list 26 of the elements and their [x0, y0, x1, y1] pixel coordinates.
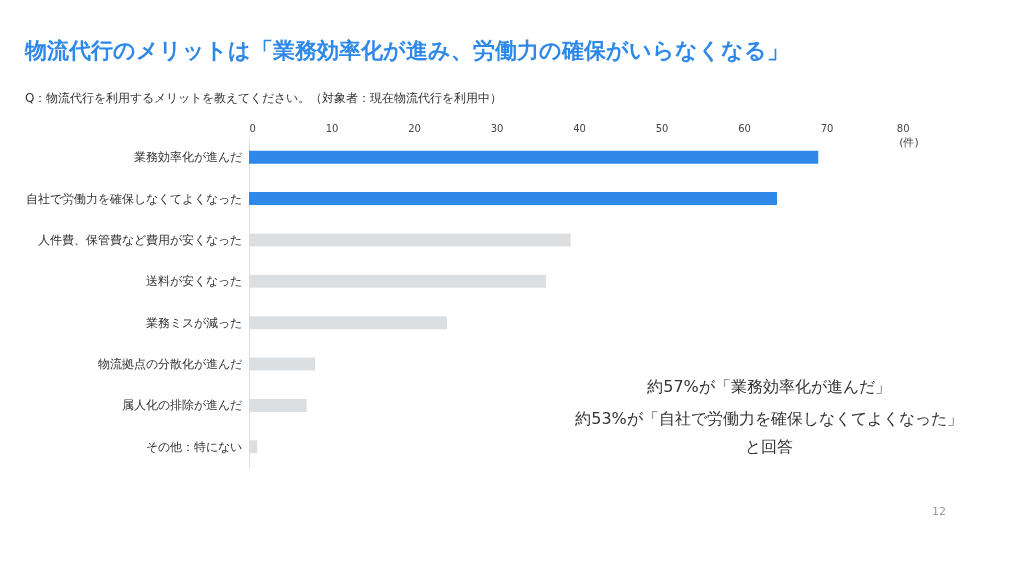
annotation: 約57%が「業務効率化が進んだ」	[647, 377, 891, 396]
x-tick-label: 80	[896, 122, 910, 134]
chart-subtitle: Q：物流代行を利用するメリットを教えてください。（対象者：現在物流代行を利用中）	[25, 91, 503, 105]
y-tick-label: 送料が安くなった	[145, 274, 242, 289]
text: 12	[932, 505, 946, 518]
y-tick-label: 業務ミスが減った	[145, 315, 242, 330]
y-tick-label: 属人化の排除が進んだ	[121, 398, 242, 413]
x-tick-label: 60	[738, 122, 751, 134]
x-tick-label: 30	[490, 122, 504, 134]
x-tick-label: 40	[573, 122, 586, 134]
x-tick-label: 70	[820, 122, 834, 134]
y-tick-label: 業務効率化が進んだ	[133, 150, 242, 165]
x-tick-label: 50	[655, 122, 669, 134]
bar	[249, 192, 777, 206]
y-tick-label: 自社で労働力を確保しなくてよくなった	[25, 191, 242, 206]
annotation: と回答	[745, 437, 793, 456]
y-tick-label: 物流拠点の分散化が進んだ	[97, 357, 242, 372]
y-tick-label: 人件費、保管費など費用が安くなった	[37, 232, 242, 247]
x-tick-label: 20	[408, 122, 421, 134]
annotation: 約53%が「自社で労働力を確保しなくてよくなった」	[575, 409, 963, 428]
bar	[249, 150, 819, 164]
x-tick-label: 0	[249, 122, 256, 134]
x-axis-title: (件)	[899, 136, 919, 149]
chart-title: 物流代行のメリットは「業務効率化が進み、労働力の確保がいらなくなる」	[24, 38, 789, 63]
x-tick-label: 10	[325, 122, 339, 134]
y-tick-label: その他：特にない	[145, 439, 242, 454]
